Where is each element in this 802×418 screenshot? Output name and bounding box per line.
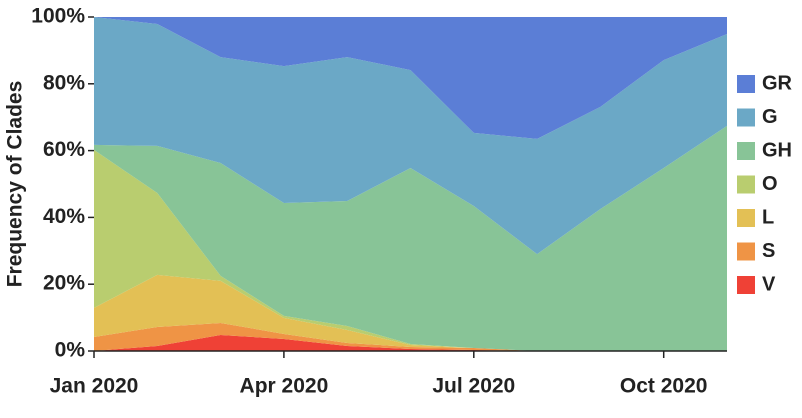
legend-swatch (737, 175, 755, 194)
y-tick-label: 100% (31, 5, 85, 28)
area (94, 322, 727, 351)
area (94, 17, 727, 139)
x-tick-label: Oct 2020 (620, 375, 708, 398)
legend-label: O (762, 173, 778, 195)
y-axis-label: Frequency of Clades (4, 81, 27, 288)
legend-label: L (762, 206, 774, 228)
area (94, 334, 727, 351)
legend-swatch (737, 75, 755, 93)
y-tick-label: 0% (55, 339, 86, 362)
y-tick-label: 80% (43, 71, 85, 94)
legend-swatch (737, 108, 755, 127)
legend-label: GR (762, 72, 793, 94)
legend-swatch (737, 142, 755, 160)
area (94, 274, 727, 351)
x-tick-label: Jan 2020 (50, 375, 139, 398)
x-tick-label: Apr 2020 (240, 375, 329, 398)
area (94, 125, 727, 351)
y-tick-label: 40% (43, 205, 85, 228)
legend-swatch (737, 276, 755, 294)
legend-label: S (762, 240, 775, 262)
legend-label: GH (762, 139, 792, 161)
x-tick-label: Jul 2020 (432, 375, 515, 398)
y-tick-label: 60% (43, 138, 85, 161)
legend-swatch (737, 242, 755, 261)
y-tick-label: 20% (43, 272, 85, 295)
legend-swatch (737, 209, 755, 227)
area (94, 17, 727, 255)
legend-label: G (762, 106, 778, 128)
legend-label: V (762, 273, 776, 295)
